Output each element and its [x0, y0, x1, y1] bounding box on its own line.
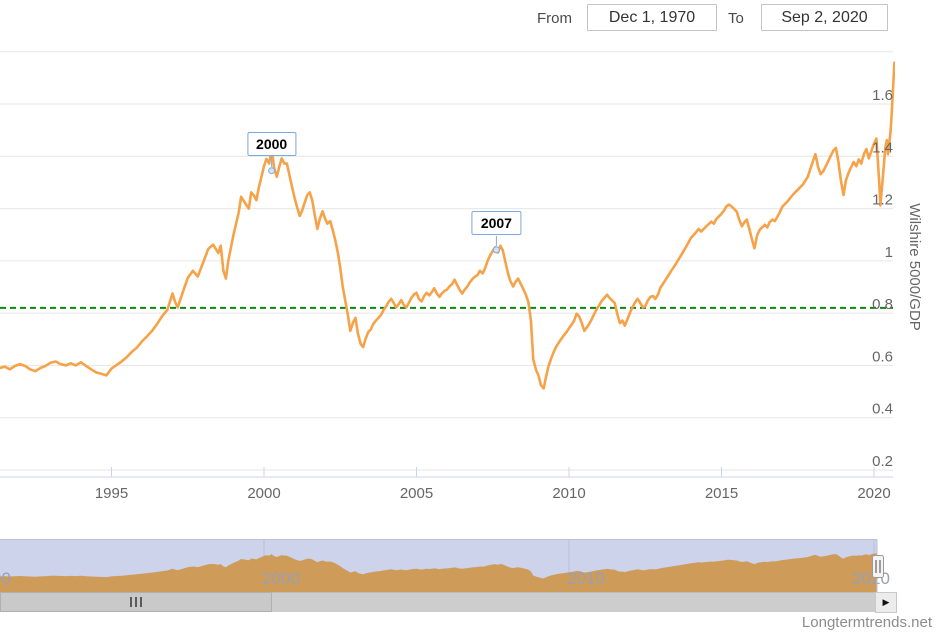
x-axis-label: 2010	[552, 485, 585, 502]
navigator-axis-label: 1990	[0, 569, 11, 588]
watermark: Longtermtrends.net	[801, 614, 932, 631]
navigator-area-series	[0, 553, 877, 593]
scrollbar-right-button[interactable]: ▶	[875, 592, 897, 613]
to-label: To	[728, 10, 744, 27]
y-axis-label: 0.8	[872, 296, 893, 313]
x-axis-label: 2005	[400, 485, 433, 502]
from-label: From	[537, 10, 572, 27]
y-axis-label: 1.6	[872, 87, 893, 104]
navigator-axis-label: 2020	[852, 569, 890, 588]
y-axis-label: 1.4	[872, 139, 893, 156]
y-axis-label: 0.6	[872, 348, 893, 365]
y-axis-label: 1	[885, 244, 893, 261]
y-axis-label: 1.2	[872, 192, 893, 209]
x-axis-label: 2000	[247, 485, 280, 502]
y-axis-label: 0.4	[872, 401, 893, 418]
navigator-axis-label: 2000	[262, 569, 300, 588]
annotation-2007-label: 2007	[471, 210, 521, 235]
from-date-input[interactable]: Dec 1, 1970	[587, 4, 717, 31]
scrollbar-grip-icon	[135, 597, 137, 607]
wilshire-gdp-line-series	[0, 61, 895, 390]
annotation-anchor-dot	[492, 246, 500, 254]
x-axis-label: 2015	[705, 485, 738, 502]
y-axis-title: Wilshire 5000/GDP	[906, 203, 923, 331]
x-axis-label: 2020	[857, 485, 890, 502]
annotation-anchor-dot	[268, 167, 276, 175]
scrollbar-grip-icon	[130, 597, 132, 607]
scrollbar-thumb[interactable]	[0, 592, 272, 612]
navigator[interactable]	[0, 539, 894, 593]
x-axis-label: 1995	[95, 485, 128, 502]
annotation-2000-label: 2000	[247, 131, 297, 156]
scrollbar-grip-icon	[140, 597, 142, 607]
navigator-axis-label: 2010	[567, 569, 605, 588]
navigator-handle[interactable]	[872, 555, 884, 578]
to-date-input[interactable]: Sep 2, 2020	[761, 4, 888, 31]
y-axis-label: 0.2	[872, 453, 893, 470]
